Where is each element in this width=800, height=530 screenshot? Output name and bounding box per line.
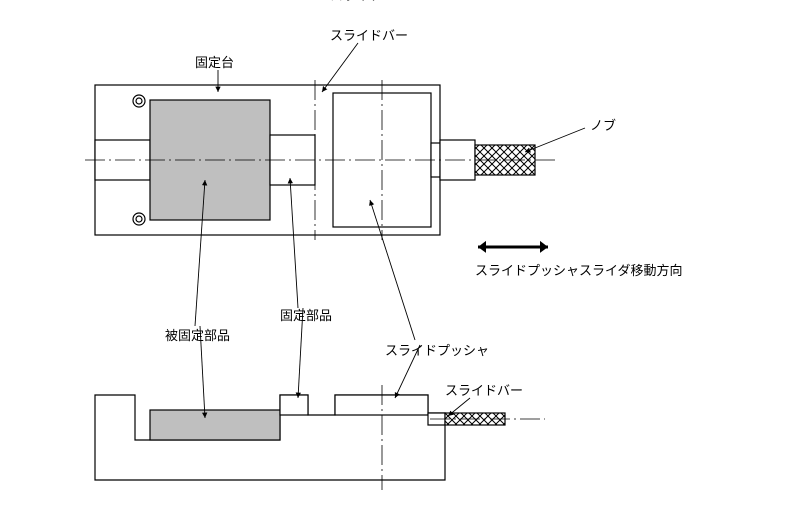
leader-knob: [525, 128, 585, 152]
label-slide-pusher: スライドプッシャ: [385, 343, 489, 358]
top-view: [85, 80, 555, 240]
label-fixed-part: 固定部品: [280, 308, 332, 323]
move-direction-arrow: [478, 241, 548, 253]
side-slide-pusher: [335, 395, 428, 415]
label-fixed-base: 固定台: [195, 55, 234, 70]
label-knob: ノブ: [590, 118, 616, 133]
side-view: [95, 385, 545, 490]
label-slide-bar-top: スライドバー: [330, 28, 408, 43]
label-slide-bar-top: スライドバー: [330, 0, 408, 3]
label-slide-bar-bot: スライドバー: [445, 383, 523, 398]
diagram-canvas: スライドバー スライドバー固定台ノブスライドプッシャスライダ移動方向固定部品被固…: [0, 0, 800, 530]
label-workpiece: 被固定部品: [165, 328, 230, 343]
label-move-dir: スライドプッシャスライダ移動方向: [475, 263, 682, 278]
side-workpiece: [150, 410, 280, 440]
side-fixed-part: [280, 395, 308, 415]
